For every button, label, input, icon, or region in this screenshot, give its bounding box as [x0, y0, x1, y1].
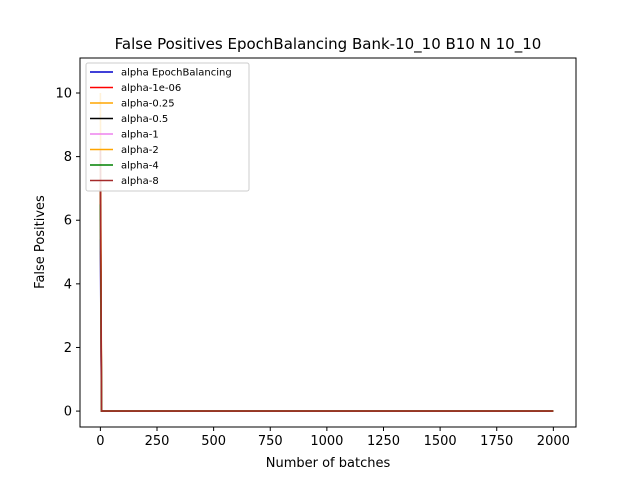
- y-tick-label-2: 4: [64, 277, 72, 292]
- x-tick-label-6: 1500: [424, 434, 457, 449]
- legend-label-3: alpha-0.5: [121, 114, 168, 125]
- series-line-0: [99, 239, 554, 412]
- series-line-6: [99, 204, 554, 412]
- y-tick-label-5: 10: [55, 86, 72, 101]
- x-tick-label-2: 500: [201, 434, 226, 449]
- x-tick-label-7: 1750: [480, 434, 513, 449]
- x-tick-label-4: 1000: [310, 434, 343, 449]
- chart-title: False Positives EpochBalancing Bank-10_1…: [115, 35, 542, 54]
- legend-label-1: alpha-1e-06: [121, 83, 181, 94]
- legend-label-0: alpha EpochBalancing: [121, 68, 232, 79]
- y-tick-label-0: 0: [64, 405, 72, 420]
- x-tick-label-0: 0: [96, 434, 104, 449]
- x-axis-ticks: 0 250 500 750 1000 1250 1500 1750 2000: [96, 427, 570, 449]
- x-tick-label-8: 2000: [537, 434, 570, 449]
- series-line-4: [99, 220, 554, 412]
- y-axis-ticks: 0 2 4 6 8 10: [55, 86, 80, 420]
- legend: alpha EpochBalancing alpha-1e-06 alpha-0.2…: [85, 62, 250, 192]
- x-axis-label: Number of batches: [266, 456, 391, 471]
- y-tick-label-3: 6: [64, 214, 72, 229]
- plot-lines: [99, 92, 554, 412]
- legend-label-7: alpha-8: [121, 176, 159, 187]
- legend-label-5: alpha-2: [121, 145, 159, 156]
- series-line-7: [99, 150, 554, 412]
- series-line-3: [99, 182, 554, 412]
- series-line-5: [99, 156, 554, 412]
- series-line-1: [99, 188, 554, 412]
- legend-label-2: alpha-0.25: [121, 99, 175, 110]
- legend-label-4: alpha-1: [121, 130, 159, 141]
- x-tick-label-3: 750: [258, 434, 283, 449]
- y-tick-label-4: 8: [64, 150, 72, 165]
- plot-frame: [79, 57, 577, 428]
- legend-frame: [85, 62, 250, 192]
- y-tick-label-1: 2: [64, 341, 72, 356]
- x-tick-label-5: 1250: [367, 434, 400, 449]
- legend-label-6: alpha-4: [121, 161, 159, 172]
- y-axis-label: False Positives: [33, 195, 48, 289]
- x-tick-label-1: 250: [145, 434, 170, 449]
